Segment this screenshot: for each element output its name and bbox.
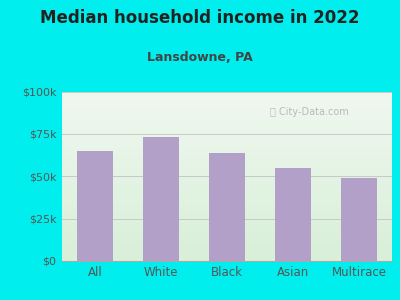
Text: Median household income in 2022: Median household income in 2022 [40, 9, 360, 27]
Bar [77, 151, 113, 261]
Bar [209, 152, 245, 261]
Bar [275, 168, 311, 261]
Bar [143, 137, 179, 261]
Text: ⓘ City-Data.com: ⓘ City-Data.com [270, 107, 349, 117]
Text: Lansdowne, PA: Lansdowne, PA [147, 51, 253, 64]
Bar [341, 178, 377, 261]
